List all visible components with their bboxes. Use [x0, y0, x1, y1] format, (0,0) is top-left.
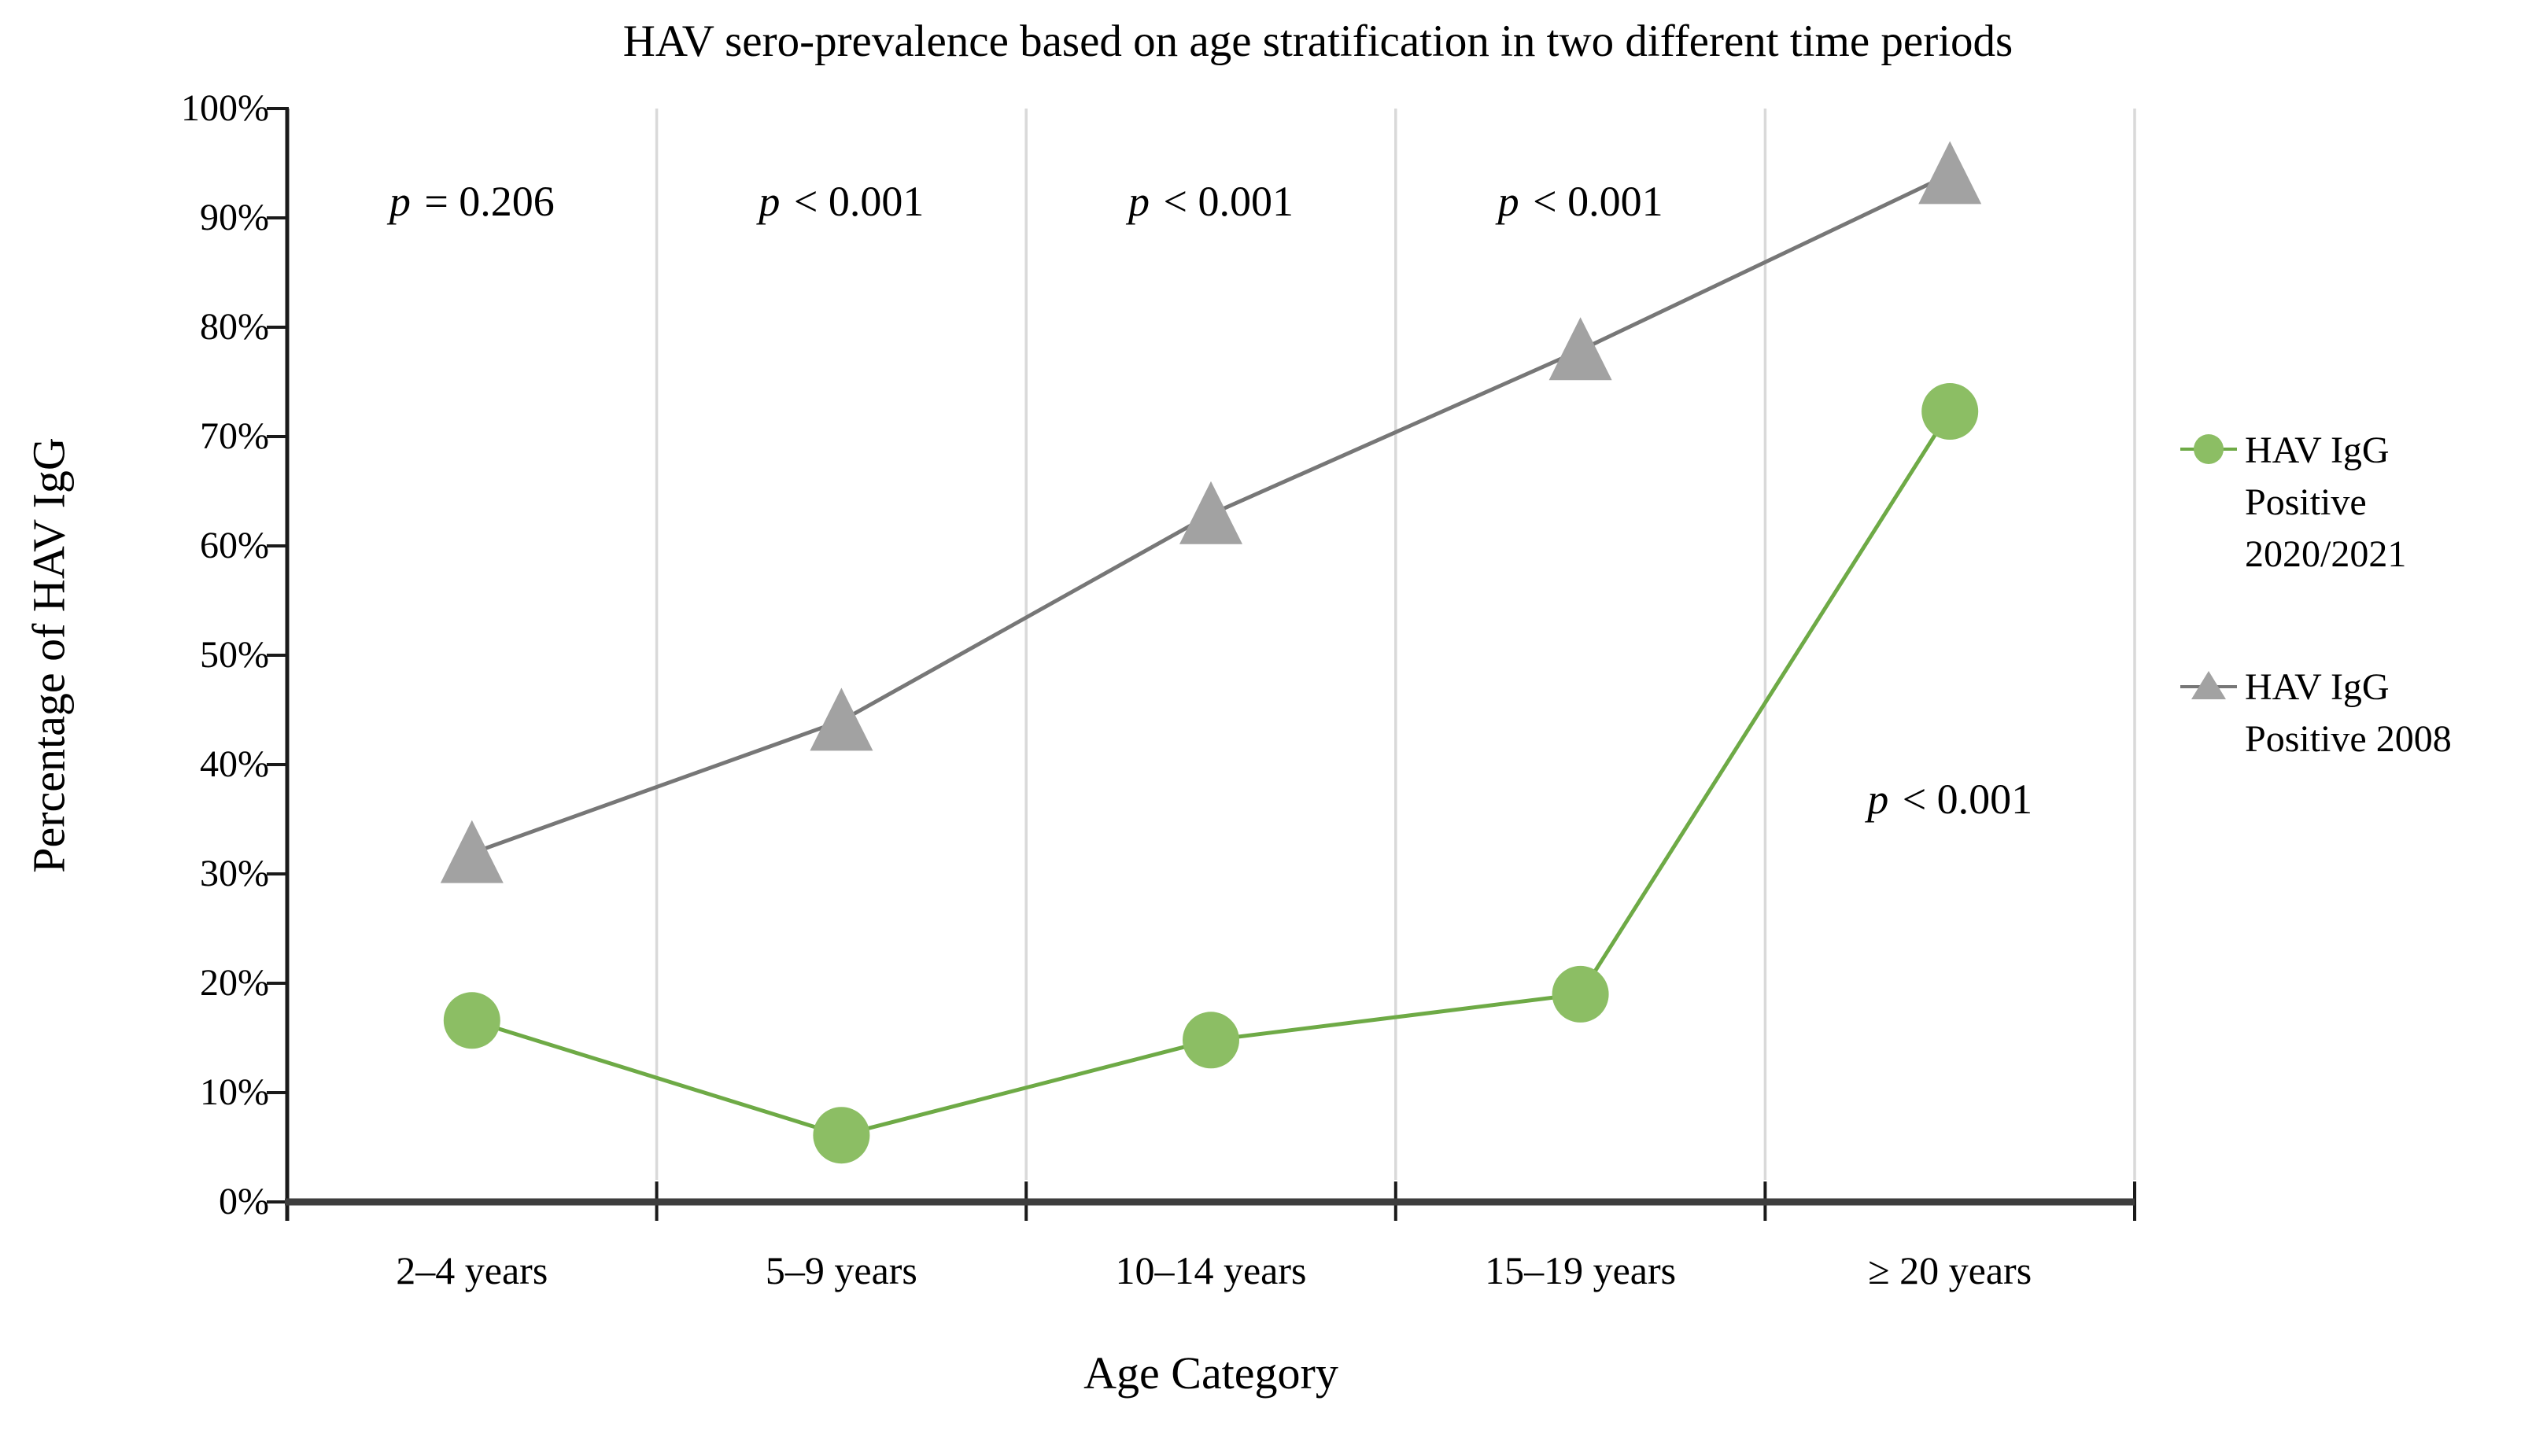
- y-tick-label: 30%: [200, 853, 269, 894]
- x-category-label: 5–9 years: [765, 1248, 917, 1292]
- x-axis-title: Age Category: [1083, 1347, 1338, 1399]
- legend-entry-label-line: HAV IgG: [2245, 666, 2390, 708]
- p-value-annotation-p: p: [1128, 178, 1150, 226]
- y-tick-label: 60%: [200, 525, 269, 566]
- p-value-annotation-p: p: [1867, 776, 1889, 824]
- x-category-label: 2–4 years: [396, 1248, 548, 1292]
- p-value-annotation-p: p: [1497, 178, 1519, 226]
- data-point-marker-triangle: [1918, 141, 1982, 205]
- legend-entry-label-line: Positive 2008: [2245, 718, 2452, 760]
- y-tick-label: 40%: [200, 743, 269, 785]
- p-value-annotation: p = 0.206: [389, 178, 555, 226]
- y-tick-label: 50%: [200, 634, 269, 676]
- data-point-marker-triangle: [1179, 481, 1242, 544]
- x-category-label: 15–19 years: [1485, 1248, 1677, 1292]
- p-value-annotation: p < 0.001: [1497, 178, 1663, 226]
- y-tick-label: 70%: [200, 415, 269, 457]
- data-point-marker-triangle: [1548, 317, 1612, 381]
- p-value-annotation: p < 0.001: [759, 178, 925, 226]
- data-point-marker-circle: [1183, 1012, 1239, 1069]
- legend-entry-label-line: 2020/2021: [2245, 533, 2407, 575]
- legend-entry-label-line: Positive: [2245, 481, 2367, 523]
- legend-circle-icon: [2194, 434, 2224, 464]
- chart-title: HAV sero-prevalence based on age stratif…: [622, 17, 2013, 66]
- data-point-marker-circle: [813, 1107, 870, 1164]
- p-value-annotation-p: p: [759, 178, 781, 226]
- y-tick-label: 100%: [181, 87, 269, 129]
- x-category-label: ≥ 20 years: [1868, 1248, 2032, 1292]
- y-tick-label: 90%: [200, 197, 269, 238]
- y-tick-label: 20%: [200, 962, 269, 1004]
- x-category-label: 10–14 years: [1115, 1248, 1307, 1292]
- data-point-marker-circle: [1921, 383, 1979, 440]
- p-value-annotation: p < 0.001: [1867, 776, 2033, 824]
- legend-triangle-icon: [2191, 671, 2226, 699]
- legend-entry-label-line: HAV IgG: [2245, 429, 2390, 471]
- p-value-annotation: p < 0.001: [1128, 178, 1294, 226]
- y-tick-label: 0%: [219, 1181, 269, 1222]
- y-tick-label: 10%: [200, 1071, 269, 1113]
- data-point-marker-circle: [443, 992, 500, 1049]
- data-point-marker-circle: [1552, 965, 1609, 1023]
- data-point-marker-triangle: [810, 687, 873, 751]
- p-value-annotation-p: p: [389, 178, 411, 226]
- y-tick-label: 80%: [200, 306, 269, 348]
- data-point-marker-triangle: [440, 820, 504, 883]
